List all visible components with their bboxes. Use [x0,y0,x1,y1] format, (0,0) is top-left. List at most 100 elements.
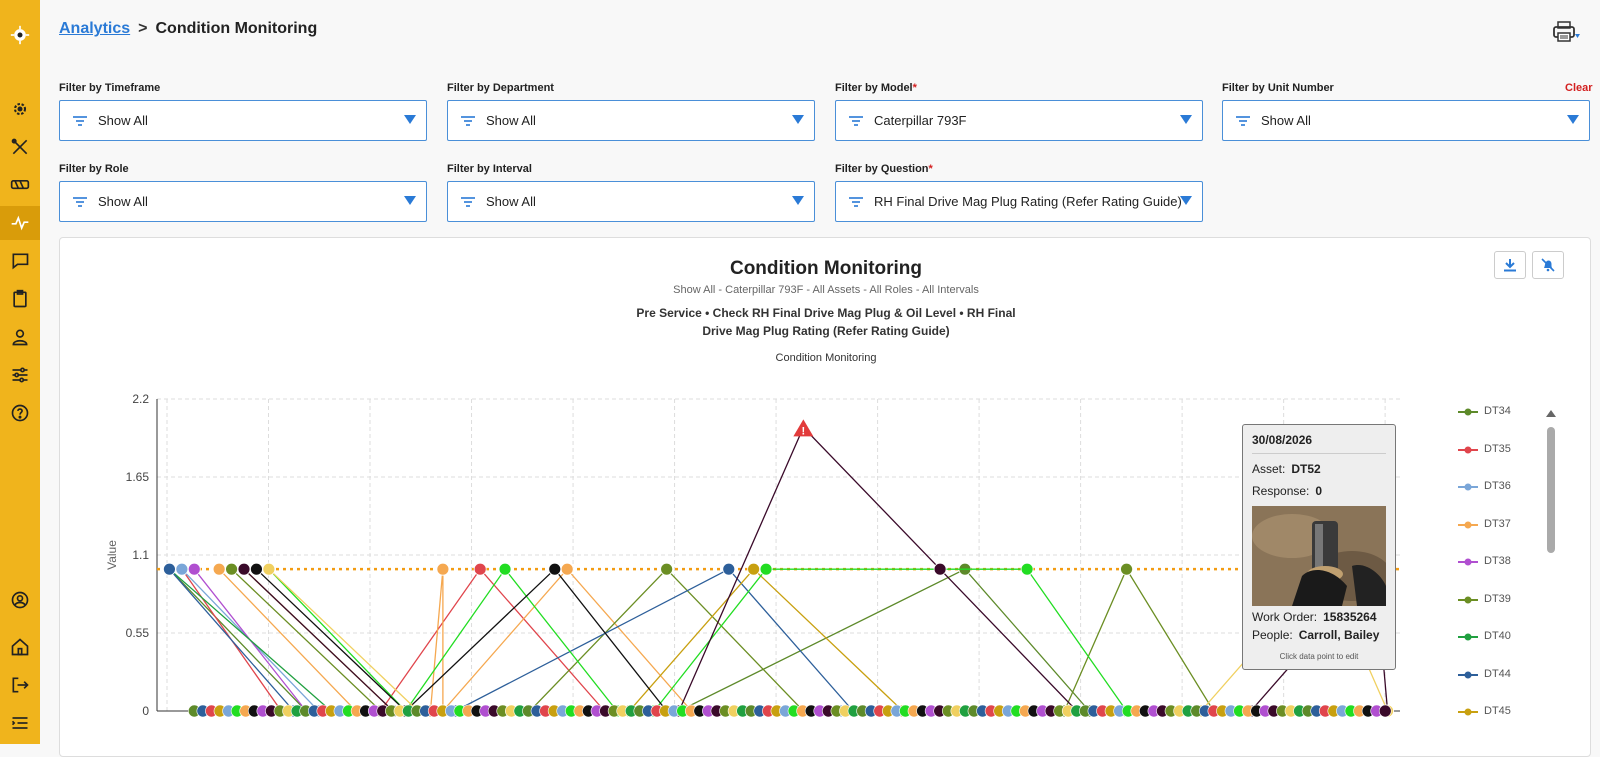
chevron-down-icon [1180,196,1192,205]
y-tick-label: 0.55 [126,626,150,640]
data-point [250,562,263,576]
tooltip-asset-value: DT52 [1291,462,1321,476]
data-point [722,562,736,576]
clipboard-icon[interactable] [0,282,40,316]
tooltip-workorder-value: 15835264 [1323,610,1377,624]
legend-item-dt39[interactable]: DT39 [1458,593,1538,631]
tooltip-people-row: People: Carroll, Bailey [1252,628,1386,642]
tools-icon[interactable] [0,130,40,164]
filter-interval-label: Filter by Interval [447,163,532,175]
data-point [560,562,574,576]
legend-label: DT40 [1484,630,1511,642]
tooltip-workorder-label: Work Order: [1252,610,1318,624]
profile-icon[interactable] [0,583,40,617]
legend-item-dt35[interactable]: DT35 [1458,443,1538,481]
filter-unit-label: Filter by Unit Number [1222,82,1334,94]
legend-item-dt38[interactable]: DT38 [1458,555,1538,593]
filter-timeframe-label: Filter by Timeframe [59,82,161,94]
filter-question-value: RH Final Drive Mag Plug Rating (Refer Ra… [874,194,1182,209]
chevron-down-icon [792,196,804,205]
required-marker: * [912,82,917,94]
activity-icon[interactable] [0,206,40,240]
filter-question-select[interactable]: RH Final Drive Mag Plug Rating (Refer Ra… [835,181,1203,222]
filter-model-value: Caterpillar 793F [874,113,967,128]
bell-off-icon [1541,258,1555,272]
filter-icon [73,196,87,207]
help-icon[interactable] [0,396,40,430]
legend-label: DT39 [1484,592,1511,605]
tooltip-asset-label: Asset: [1252,462,1286,476]
legend-item-dt37[interactable]: DT37 [1458,518,1538,556]
data-point [1120,562,1133,576]
print-button[interactable] [1552,20,1592,44]
data-point [237,562,251,576]
data-point [175,562,189,576]
y-tick-label: 1.65 [126,470,150,484]
data-point [163,562,176,576]
gear-icon[interactable] [0,92,40,126]
clear-filters-link[interactable]: Clear [1565,82,1593,94]
filter-department-select[interactable]: Show All [447,100,815,141]
tooltip-people-value: Carroll, Bailey [1298,628,1380,642]
tooltip-date: 30/08/2026 [1252,433,1386,454]
tooltip-workorder-row: Work Order: 15835264 [1252,610,1386,624]
filter-role-value: Show All [98,194,148,209]
legend-item-dt36[interactable]: DT36 [1458,480,1538,518]
filter-icon [1236,115,1250,126]
series-line-dt39 [231,567,1388,712]
filter-unit-value: Show All [1261,113,1311,128]
home-icon[interactable] [0,630,40,664]
series-line-dt36 [181,568,1388,712]
filter-icon [849,196,863,207]
filter-model-label: Filter by Model* [835,82,917,94]
tooltip-hint: Click data point to edit [1279,652,1359,661]
alert-icon [793,419,814,437]
message-icon[interactable] [0,244,40,278]
logo-icon[interactable] [0,18,40,52]
legend-scrollbar[interactable] [1547,427,1555,553]
data-point [759,562,773,576]
sliders-icon[interactable] [0,358,40,392]
filter-unit-select[interactable]: Show All [1222,100,1590,141]
chevron-down-icon [404,196,416,205]
logout-icon[interactable] [0,668,40,702]
chart-inner-title: Condition Monitoring [775,352,877,364]
legend-label: DT37 [1484,517,1511,530]
filter-model-select[interactable]: Caterpillar 793F [835,100,1203,141]
required-marker: * [928,163,933,175]
legend-item-dt44[interactable]: DT44 [1458,668,1538,706]
filter-timeframe-select[interactable]: Show All [59,100,427,141]
download-button[interactable] [1494,251,1526,279]
filter-interval-select[interactable]: Show All [447,181,815,222]
condition-chart[interactable]: 0 0.55 1.1 1.65 2.2 Value! [100,390,1440,744]
filter-role-select[interactable]: Show All [59,181,427,222]
legend-item-dt45[interactable]: DT45 [1458,705,1538,743]
filter-icon [849,115,863,126]
tooltip-response-row: Response: 0 [1252,484,1386,498]
menu-icon[interactable] [0,706,40,740]
data-point [225,562,238,576]
filter-interval-value: Show All [486,194,536,209]
legend-marker-icon [1458,596,1478,603]
series-line-dt40 [169,568,1388,712]
legend-item-dt40[interactable]: DT40 [1458,630,1538,668]
data-point [187,562,201,576]
data-point [660,562,674,576]
breadcrumb-analytics-link[interactable]: Analytics [59,20,131,37]
data-point [933,562,947,576]
filter-timeframe-value: Show All [98,113,148,128]
legend-item-dt34[interactable]: DT34 [1458,405,1538,443]
legend-marker-icon [1458,708,1478,716]
truck-icon[interactable] [0,168,40,202]
series-line-dt35 [181,568,1388,712]
inspection-photo [1252,506,1386,606]
user-icon[interactable] [0,320,40,354]
alerts-toggle-button[interactable] [1532,251,1564,279]
legend-marker-icon [1458,408,1478,416]
filter-department-label: Filter by Department [447,82,554,94]
legend-marker-icon [1458,446,1478,453]
y-tick-label: 0 [142,704,149,718]
data-point [1020,562,1034,576]
breadcrumb-separator: > [138,20,148,37]
legend-scroll-up[interactable] [1546,410,1556,417]
